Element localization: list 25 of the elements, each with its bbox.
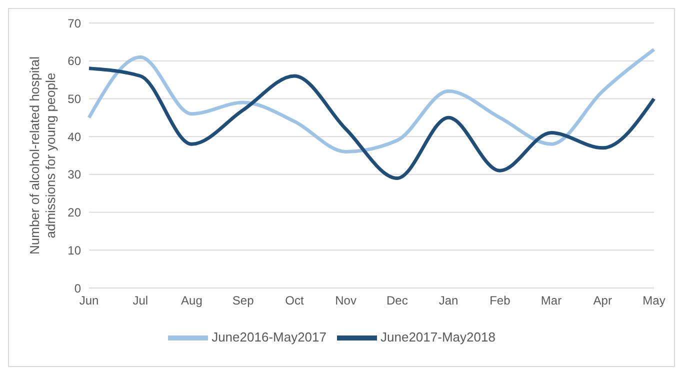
legend-label: June2016-May2017 [212,329,326,344]
y-tick-label: 70 [68,16,82,30]
x-tick-label: Jun [79,294,99,308]
x-tick-label: Mar [540,294,562,308]
y-tick-label: 30 [68,168,82,182]
y-tick-label: 50 [68,92,82,106]
line-series [87,66,656,180]
x-tick-label: Dec [386,294,408,308]
x-tick-label: Oct [285,294,304,308]
x-tick-label: May [642,294,666,308]
y-tick-label: 0 [74,281,82,296]
y-tick-label: 20 [68,206,82,220]
x-tick-label: Jan [438,294,458,308]
y-tick-label: 60 [68,54,82,68]
y-axis-title: Number of alcohol-related hospital admissions for young people [27,56,58,254]
x-tick-label: Jul [132,294,148,308]
legend-label: June2017-May2018 [380,329,496,344]
y-tick-label: 10 [68,243,82,258]
x-tick-label: Sep [232,294,254,308]
x-tick-label: Feb [490,294,511,308]
x-tick-label: Apr [593,294,612,308]
y-tick-label: 40 [68,130,82,144]
x-tick-label: Aug [181,294,202,308]
x-tick-label: Nov [335,294,356,308]
line-series [87,48,656,154]
